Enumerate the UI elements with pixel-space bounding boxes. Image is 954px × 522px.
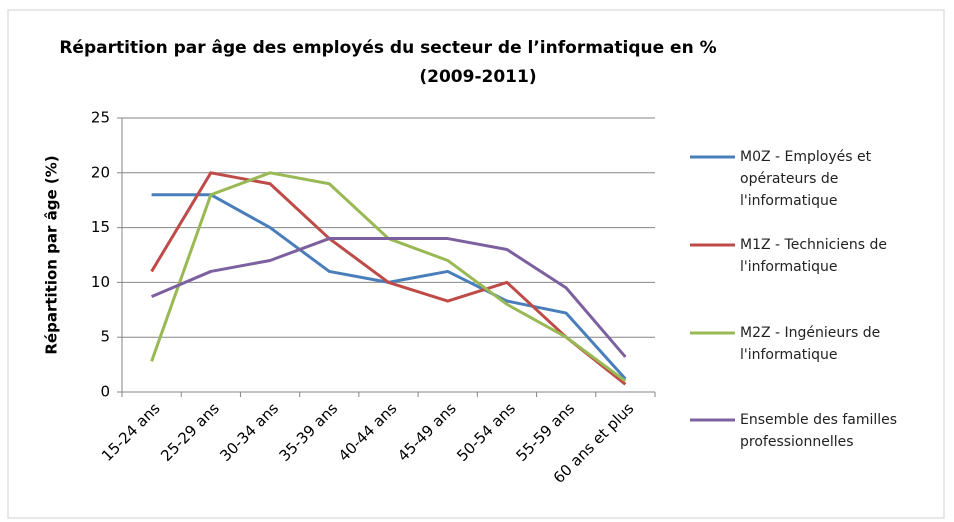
y-tick-label: 10 [91, 273, 110, 291]
legend-label: M0Z - Employés et opérateurs de l'inform… [740, 149, 872, 209]
chart-title: Répartition par âge des employés du sect… [59, 38, 716, 58]
series-line [151, 237, 627, 358]
legend-label: M2Z - Ingénieurs de l'informatique [740, 325, 881, 363]
y-tick-label: 25 [91, 109, 110, 127]
y-tick-label: 0 [100, 383, 110, 401]
y-tick-label: 20 [91, 163, 110, 181]
series-line [150, 171, 627, 386]
legend-label: M1Z - Techniciens de l'informatique [740, 237, 887, 275]
chart-subtitle: (2009-2011) [419, 67, 536, 87]
y-tick-label: 15 [91, 218, 110, 236]
chart-border [7, 9, 945, 519]
y-tick-label: 5 [100, 328, 110, 346]
legend-label: Ensemble des familles professionnelles [740, 412, 898, 450]
y-axis-label: Répartition par âge (%) [43, 155, 61, 354]
